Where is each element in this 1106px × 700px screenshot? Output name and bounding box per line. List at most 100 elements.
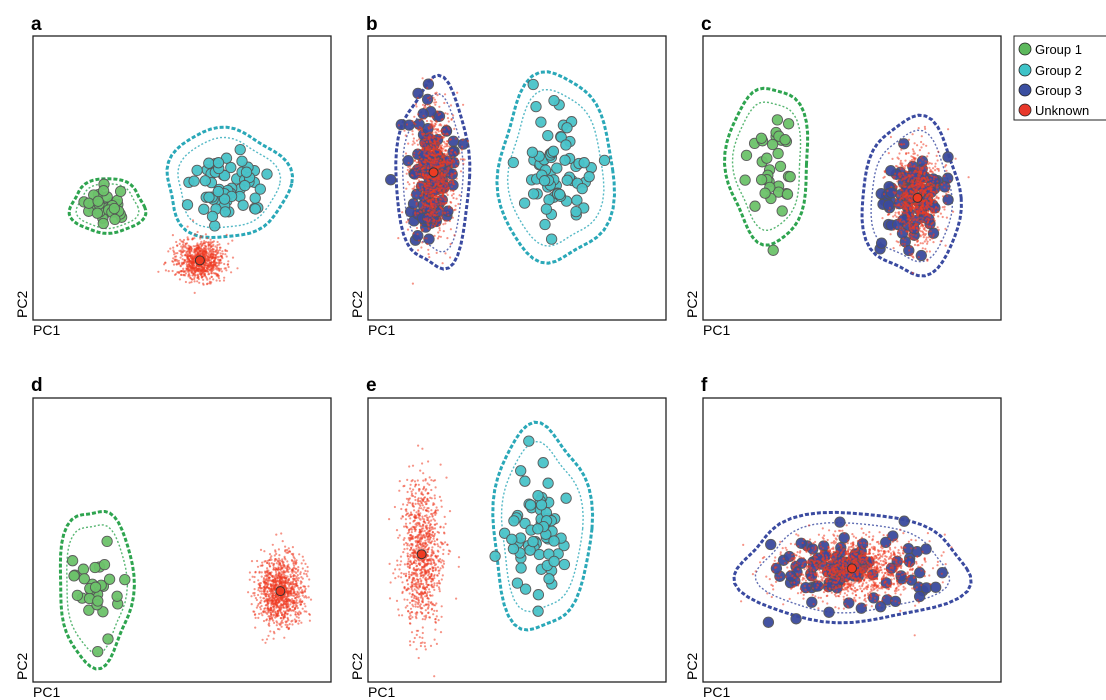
unknown-sample-point [296,613,299,616]
unknown-sample-point [954,157,957,160]
unknown-sample-point [909,198,912,201]
unknown-sample-point [433,609,436,612]
unknown-sample-point [255,606,258,609]
unknown-sample-point [929,168,932,171]
unknown-sample-point [913,152,917,155]
unknown-sample-point [261,614,264,617]
unknown-sample-point [275,572,278,576]
unknown-sample-point [415,105,418,108]
unknown-sample-point [913,206,917,209]
unknown-sample-point [303,602,306,605]
unknown-sample-point [405,172,408,175]
unknown-sample-point [431,202,434,205]
unknown-sample-point [901,162,904,165]
unknown-sample-point [412,181,415,185]
unknown-sample-point [189,276,192,279]
unknown-sample-point [258,582,261,585]
unknown-sample-point [448,156,451,159]
unknown-sample-point [299,591,302,594]
unknown-sample-point [440,208,444,211]
unknown-sample-point [276,612,280,615]
unknown-sample-point [298,553,301,556]
unknown-sample-point [911,148,915,151]
unknown-sample-point [931,171,934,174]
unknown-sample-point [437,235,441,238]
unknown-sample-point [911,213,914,216]
unknown-sample-point [895,207,898,210]
unknown-sample-point [186,236,189,239]
unknown-sample-point [260,599,263,602]
unknown-sample-point [923,215,926,218]
unknown-sample-point [911,190,914,193]
unknown-sample-point [453,160,456,163]
group-point [422,78,435,90]
unknown-sample-point [181,251,184,254]
inner-contour [75,183,140,230]
unknown-sample-point [432,180,436,183]
unknown-sample-point [296,574,299,577]
unknown-sample-point [267,597,270,601]
unknown-sample-point [259,564,262,567]
unknown-sample-point [432,518,435,521]
unknown-sample-point [428,184,431,187]
unknown-sample-point [454,137,457,140]
unknown-sample-point [920,172,923,175]
unknown-sample-point [286,624,289,627]
unknown-sample-point [450,194,454,197]
unknown-sample-point [430,78,433,81]
unknown-sample-point [266,579,269,582]
unknown-sample-point [297,577,300,580]
unknown-sample-point [190,278,193,281]
unknown-sample-point [304,587,307,591]
unknown-sample-point [914,184,918,187]
unknown-sample-point [286,601,289,605]
unknown-sample-point [303,585,306,588]
unknown-sample-point [450,165,453,168]
unknown-sample-point [199,247,202,250]
unknown-sample-point [410,193,413,196]
unknown-sample-point [199,272,203,275]
unknown-sample-point [430,183,433,186]
unknown-sample-point [920,155,924,158]
unknown-sample-point [407,161,410,165]
unknown-sample-point [409,483,412,486]
unknown-sample-point [924,198,927,201]
unknown-sample-point [418,119,421,122]
unknown-sample-point [432,537,435,540]
unknown-sample-point [445,182,449,186]
unknown-sample-point [248,571,251,574]
group-point [755,132,768,144]
unknown-sample-point [271,586,274,590]
unknown-sample-point [945,169,948,172]
unknown-sample-point [428,99,432,102]
unknown-sample-point [257,593,260,597]
unknown-sample-point [196,244,199,247]
unknown-sample-point [428,476,431,479]
unknown-sample-point [207,245,210,248]
panel-letter-b: b [366,14,378,35]
unknown-sample-point [424,161,427,164]
group-point [772,147,784,160]
unknown-sample-point [267,634,270,637]
unknown-sample-point [266,586,269,589]
unknown-sample-point [446,140,449,143]
unknown-sample-point [937,215,940,218]
unknown-sample-point [422,208,425,212]
unknown-sample-point [278,582,281,585]
unknown-sample-point [182,267,185,270]
unknown-sample-point [398,614,401,617]
unknown-sample-point [437,231,440,234]
unknown-sample-point [454,172,457,175]
unknown-sample-point [301,600,304,603]
unknown-sample-point [428,215,431,218]
unknown-sample-point [436,582,439,585]
unknown-sample-point [267,610,270,613]
unknown-sample-point [289,603,292,606]
unknown-sample-point [179,256,182,259]
plot-area [58,509,313,671]
unknown-sample-point [910,221,913,224]
unknown-sample-point [277,568,280,571]
unknown-sample-point [414,123,417,126]
unknown-sample-point [413,159,416,162]
unknown-sample-point [273,559,276,562]
